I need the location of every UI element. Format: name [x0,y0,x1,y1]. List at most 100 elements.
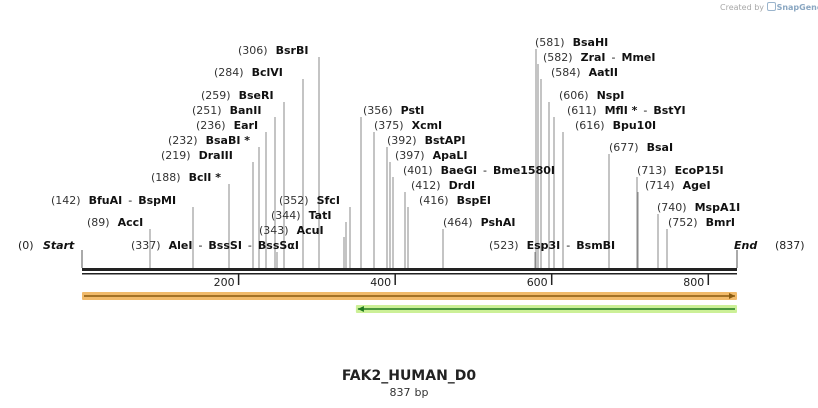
site-label-bsrbi[interactable]: (306) BsrBI [238,44,308,57]
site-label-nspi[interactable]: (606) NspI [559,89,624,102]
site-enzyme: AcuI [297,224,324,237]
site-label-psti[interactable]: (356) PstI [363,104,424,117]
site-position: (188) [151,171,181,184]
site-position: (392) [387,134,417,147]
site-position: (416) [419,194,449,207]
site-label-tati[interactable]: (344) TatI [271,209,331,222]
site-label-bclvi[interactable]: (284) BclVI [214,66,283,79]
site-enzyme: AgeI [683,179,711,192]
site-label-eari[interactable]: (236) EarI [196,119,258,132]
site-label-bseri[interactable]: (259) BseRI [201,89,274,102]
site-position: (581) [535,36,565,49]
site-label-agei[interactable]: (714) AgeI [645,179,711,192]
site-label-bsabi[interactable]: (232) BsaBI * [168,134,250,147]
site-label-bspei[interactable]: (416) BspEI [419,194,491,207]
sequence-length: 837 bp [0,386,818,399]
tick-label-400: 400 [370,276,391,289]
site-enzyme: DraIII [199,149,233,162]
site-separator: - [643,104,647,117]
site-position: (236) [196,119,226,132]
site-label-bcli[interactable]: (188) BclI * [151,171,221,184]
site-label-bpu10i[interactable]: (616) Bpu10I [575,119,656,132]
site-enzyme: PshAI [481,216,516,229]
site-label-bmri[interactable]: (752) BmrI [668,216,735,229]
site-enzyme: EarI [234,119,258,132]
site-label-alei[interactable]: (337) AleI - BssSI - BssSαI [131,239,299,252]
site-label-bstapi[interactable]: (392) BstAPI [387,134,465,147]
site-position: (259) [201,89,231,102]
length-value: 837 [389,386,411,399]
site-position: (344) [271,209,301,222]
site-label-mfli[interactable]: (611) MflI * - BstYI [567,104,686,117]
site-enzyme: XcmI [412,119,443,132]
end-position: (837) [775,239,805,252]
site-label-draiii[interactable]: (219) DraIII [161,149,233,162]
tick-800: 800 [683,274,710,289]
site-enzyme: ZraI [581,51,606,64]
site-label-pshai[interactable]: (464) PshAI [443,216,515,229]
site-label-acci[interactable]: (89) AccI [87,216,143,229]
site-enzyme-alt: MmeI [622,51,656,64]
site-label-sfci[interactable]: (352) SfcI [279,194,340,207]
arrow-right-icon [729,293,735,299]
site-position: (352) [279,194,309,207]
site-position: (412) [411,179,441,192]
site-enzyme: BclVI [252,66,283,79]
site-label-baegi[interactable]: (401) BaeGI - Bme1580I [403,164,555,177]
site-enzyme-alt2: BssSαI [258,239,299,252]
site-position: (714) [645,179,675,192]
site-position: (343) [259,224,289,237]
site-label-esp3i[interactable]: (523) Esp3I - BsmBI [489,239,615,252]
site-enzyme-alt: BssSI [208,239,242,252]
site-label-aatii[interactable]: (584) AatII [551,66,618,79]
site-label-bfuai[interactable]: (142) BfuAI - BspMI [51,194,176,207]
site-position: (616) [575,119,605,132]
site-label-banii[interactable]: (251) BanII [192,104,261,117]
site-labels: (306) BsrBI (284) BclVI (259) BseRI (251) BanII… [51,36,740,252]
site-enzyme: BclI * [189,171,222,184]
site-label-xcmi[interactable]: (375) XcmI [374,119,442,132]
site-enzyme-alt: BstYI [653,104,685,117]
site-enzyme: MflI * [605,104,638,117]
site-enzyme: PstI [401,104,425,117]
tick-200: 200 [214,274,240,289]
site-lines [149,49,668,268]
site-enzyme: BsrBI [276,44,309,57]
ruler-ticks: 200 400 600 800 [214,274,710,289]
site-enzyme: ApaLI [433,149,468,162]
site-enzyme: BstAPI [425,134,466,147]
site-label-drdi[interactable]: (412) DrdI [411,179,475,192]
site-position: (582) [543,51,573,64]
site-label-acui[interactable]: (343) AcuI [259,224,324,237]
site-position: (713) [637,164,667,177]
site-label-ecop15i[interactable]: (713) EcoP15I [637,164,724,177]
site-enzyme: BsaBI * [206,134,251,147]
site-enzyme: BaeGI [441,164,477,177]
site-enzyme: AatII [589,66,618,79]
site-enzyme: BanII [230,104,262,117]
green-feature[interactable] [355,305,737,313]
site-separator: - [248,239,252,252]
site-separator: - [566,239,570,252]
backbone [81,250,738,275]
site-separator: - [198,239,202,252]
site-position: (677) [609,141,639,154]
start-end-labels: (0) Start End (837) [18,239,805,252]
tick-label-800: 800 [683,276,704,289]
site-separator: - [612,51,616,64]
site-label-mspa1i[interactable]: (740) MspA1I [657,201,740,214]
site-label-zrai[interactable]: (582) ZraI - MmeI [543,51,655,64]
site-enzyme: BfuAI [89,194,123,207]
site-enzyme: Esp3I [527,239,561,252]
site-position: (375) [374,119,404,132]
site-enzyme: TatI [309,209,332,222]
site-label-apali[interactable]: (397) ApaLI [395,149,468,162]
site-enzyme: AccI [118,216,144,229]
site-separator: - [128,194,132,207]
start-position: (0) [18,239,34,252]
orange-feature[interactable] [82,292,737,300]
site-label-bsai[interactable]: (677) BsaI [609,141,673,154]
site-enzyme: BsaI [647,141,673,154]
site-label-bsahi[interactable]: (581) BsaHI [535,36,608,49]
site-enzyme-alt: Bme1580I [493,164,555,177]
